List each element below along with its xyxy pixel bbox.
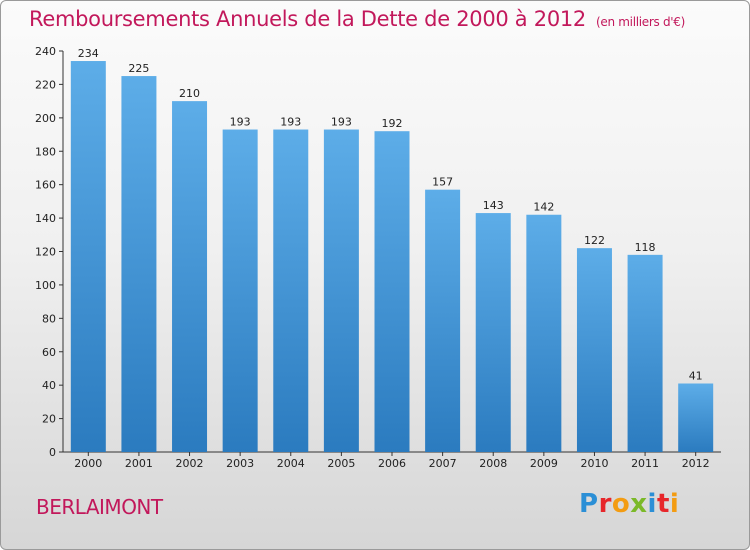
bar-2004 [273,129,309,452]
bar-2003 [222,129,258,452]
x-tick-label: 2000 [74,457,102,470]
city-name: BERLAIMONT [36,495,163,519]
logo-letter: i [669,489,680,519]
chart-bars [70,61,714,453]
chart-title: Remboursements Annuels de la Dette de 20… [29,7,685,31]
value-label: 118 [635,241,656,254]
bar-2010 [576,248,612,452]
y-tick-label: 0 [49,446,56,459]
value-label: 234 [78,47,99,60]
x-tick-label: 2008 [479,457,507,470]
chart-subtitle: (en milliers d'€) [596,15,686,29]
logo-letter: x [630,489,648,519]
y-tick-label: 180 [35,145,56,158]
logo-letter: t [656,489,670,519]
x-tick-label: 2012 [682,457,710,470]
bar-2007 [425,189,461,452]
x-tick-label: 2001 [125,457,153,470]
value-label: 225 [128,62,149,75]
value-label: 210 [179,87,200,100]
y-tick-label: 240 [35,45,56,58]
value-label: 142 [533,201,554,214]
bar-2009 [526,214,562,452]
logo-letter: r [598,489,612,519]
x-tick-label: 2010 [580,457,608,470]
y-tick-label: 80 [42,312,56,325]
value-label: 192 [382,117,403,130]
chart-title-text: Remboursements Annuels de la Dette de 20… [29,7,586,31]
bar-2000 [70,61,106,453]
bar-2008 [475,213,511,452]
value-label: 157 [432,176,453,189]
bar-2002 [172,101,208,452]
value-label: 143 [483,199,504,212]
bar-2011 [627,254,663,452]
logo-letter: i [647,489,657,519]
value-label: 122 [584,234,605,247]
x-tick-label: 2009 [530,457,558,470]
bar-2005 [323,129,359,452]
y-tick-label: 100 [35,279,56,292]
y-tick-label: 120 [35,246,56,259]
chart-value-labels: 234 225 210 193 193 193 192 157 143 142 122 118 41 [78,47,703,382]
chart-axes: 0 20 40 60 80 100 120 140 160 180 200 220 240 2000 200… [35,45,721,470]
bar-2006 [374,131,410,452]
x-tick-label: 2005 [327,457,355,470]
value-label: 193 [331,116,352,129]
value-label: 193 [280,116,301,129]
x-tick-label: 2006 [378,457,406,470]
bar-2001 [121,76,157,452]
x-tick-label: 2003 [226,457,254,470]
x-tick-label: 2002 [176,457,204,470]
y-tick-label: 60 [42,346,56,359]
logo-letter: P [579,489,599,519]
y-tick-label: 160 [35,179,56,192]
y-tick-label: 200 [35,112,56,125]
value-label: 41 [689,369,703,382]
y-tick-label: 220 [35,78,56,91]
x-tick-label: 2011 [631,457,659,470]
proxiti-logo: Proxiti [579,489,679,519]
value-label: 193 [230,116,251,129]
y-tick-label: 20 [42,413,56,426]
y-tick-label: 40 [42,379,56,392]
bar-2012 [678,383,714,452]
x-tick-label: 2007 [429,457,457,470]
y-tick-label: 140 [35,212,56,225]
x-tick-label: 2004 [277,457,305,470]
logo-letter: o [611,489,631,519]
